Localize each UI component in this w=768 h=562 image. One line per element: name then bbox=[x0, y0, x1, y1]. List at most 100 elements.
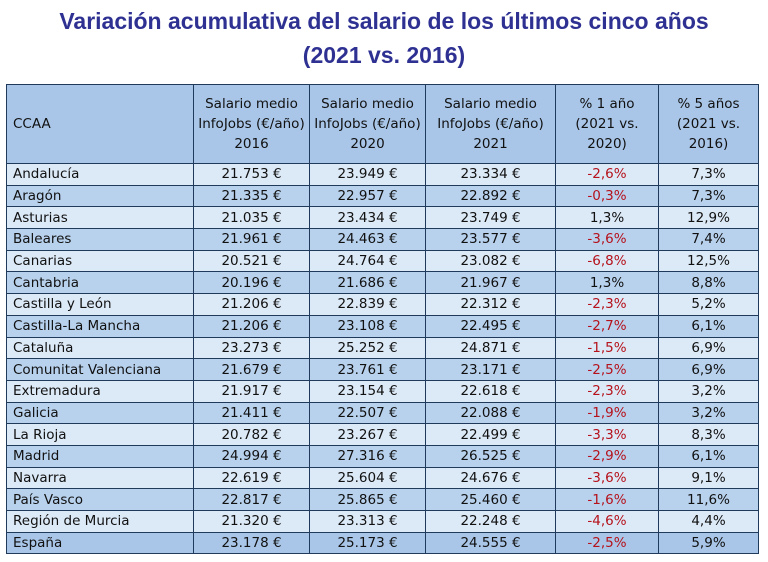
cell-salary-2020: 21.686 € bbox=[309, 271, 426, 295]
header-pct-1-year: % 1 año (2021 vs. 2020) bbox=[555, 84, 659, 164]
cell-salary-2020: 23.434 € bbox=[309, 206, 426, 230]
table-row: Canarias 20.521 €24.764 €23.082 € -6,8% 12,… bbox=[6, 249, 759, 273]
cell-salary-2020: 27.316 € bbox=[309, 444, 426, 468]
cell-salary-2021: 23.171 € bbox=[425, 358, 556, 381]
table-row: Madrid 24.994 €27.316 €26.525 € -2,9% 6,1% bbox=[6, 444, 759, 468]
cell-salary-2016: 22.817 € bbox=[193, 488, 310, 511]
cell-pct-5-years: 3,2% bbox=[658, 379, 759, 403]
table-row: Extremadura 21.917 €23.154 €22.618 € -2,3%… bbox=[6, 379, 759, 403]
cell-pct-1-year: -2,7% bbox=[555, 314, 659, 338]
table-row: La Rioja 20.782 €23.267 €22.499 € -3,3% 8,3… bbox=[6, 423, 759, 446]
cell-salary-2020: 25.865 € bbox=[309, 488, 426, 511]
cell-pct-5-years: 5,2% bbox=[658, 293, 759, 316]
cell-ccaa: País Vasco bbox=[6, 488, 194, 511]
cell-ccaa: España bbox=[6, 531, 194, 555]
page-title: Variación acumulativa del salario de los… bbox=[0, 4, 768, 72]
cell-pct-1-year: -2,5% bbox=[555, 531, 659, 555]
cell-salary-2020: 25.173 € bbox=[309, 531, 426, 555]
salary-table: CCAA Salario medio InfoJobs (€/año) 2016… bbox=[6, 84, 759, 555]
cell-pct-1-year: -2,6% bbox=[555, 163, 659, 186]
cell-salary-2016: 21.753 € bbox=[193, 163, 310, 186]
header-pct-5-years: % 5 años (2021 vs. 2016) bbox=[658, 84, 759, 164]
cell-salary-2016: 24.994 € bbox=[193, 444, 310, 468]
cell-salary-2021: 23.082 € bbox=[425, 249, 556, 273]
cell-pct-1-year: -2,5% bbox=[555, 358, 659, 381]
cell-pct-5-years: 7,3% bbox=[658, 184, 759, 208]
cell-ccaa: Canarias bbox=[6, 249, 194, 273]
cell-salary-2016: 21.035 € bbox=[193, 206, 310, 230]
header-salary-2020: Salario medio InfoJobs (€/año) 2020 bbox=[309, 84, 426, 164]
table-row: Navarra 22.619 €25.604 €24.676 € -3,6% 9,1% bbox=[6, 466, 759, 490]
cell-ccaa: Aragón bbox=[6, 184, 194, 208]
cell-salary-2020: 23.267 € bbox=[309, 423, 426, 446]
cell-pct-5-years: 6,9% bbox=[658, 336, 759, 360]
cell-salary-2020: 23.949 € bbox=[309, 163, 426, 186]
cell-pct-5-years: 8,3% bbox=[658, 423, 759, 446]
cell-pct-1-year: 1,3% bbox=[555, 271, 659, 295]
cell-pct-5-years: 6,1% bbox=[658, 314, 759, 338]
cell-salary-2020: 22.839 € bbox=[309, 293, 426, 316]
cell-salary-2021: 24.676 € bbox=[425, 466, 556, 490]
cell-ccaa: La Rioja bbox=[6, 423, 194, 446]
table-row: Cataluña 23.273 €25.252 €24.871 € -1,5% 6,9… bbox=[6, 336, 759, 360]
cell-pct-1-year: -2,3% bbox=[555, 293, 659, 316]
cell-salary-2021: 22.495 € bbox=[425, 314, 556, 338]
table-body: Andalucía 21.753 €23.949 €23.334 € -2,6% 7,… bbox=[6, 163, 759, 555]
cell-pct-5-years: 12,9% bbox=[658, 206, 759, 230]
cell-pct-5-years: 12,5% bbox=[658, 249, 759, 273]
cell-pct-5-years: 6,9% bbox=[658, 358, 759, 381]
table-row: Aragón 21.335 €22.957 €22.892 € -0,3% 7,3% bbox=[6, 184, 759, 208]
table-row: Asturias 21.035 €23.434 €23.749 €1,3% 12,9… bbox=[6, 206, 759, 230]
table-row: País Vasco 22.817 €25.865 €25.460 € -1,6% 1… bbox=[6, 488, 759, 511]
table-row-total: España 23.178 €25.173 €24.555 € -2,5% 5,9% bbox=[6, 531, 759, 555]
cell-ccaa: Cantabria bbox=[6, 271, 194, 295]
cell-salary-2021: 23.334 € bbox=[425, 163, 556, 186]
cell-salary-2016: 20.782 € bbox=[193, 423, 310, 446]
cell-salary-2016: 21.206 € bbox=[193, 293, 310, 316]
table-row: Galicia 21.411 €22.507 €22.088 € -1,9% 3,2% bbox=[6, 401, 759, 425]
cell-salary-2021: 24.555 € bbox=[425, 531, 556, 555]
title-line-2: (2021 vs. 2016) bbox=[302, 42, 466, 68]
cell-salary-2016: 20.521 € bbox=[193, 249, 310, 273]
header-salary-2021: Salario medio InfoJobs (€/año) 2021 bbox=[425, 84, 556, 164]
cell-pct-1-year: -3,3% bbox=[555, 423, 659, 446]
cell-salary-2016: 23.273 € bbox=[193, 336, 310, 360]
table-row: Castilla y León 21.206 €22.839 €22.312 € -… bbox=[6, 293, 759, 316]
cell-salary-2021: 23.749 € bbox=[425, 206, 556, 230]
cell-pct-5-years: 7,4% bbox=[658, 228, 759, 251]
cell-salary-2021: 25.460 € bbox=[425, 488, 556, 511]
cell-pct-1-year: -4,6% bbox=[555, 510, 659, 533]
cell-pct-1-year: -6,8% bbox=[555, 249, 659, 273]
cell-pct-1-year: -2,9% bbox=[555, 444, 659, 468]
cell-salary-2020: 24.764 € bbox=[309, 249, 426, 273]
cell-pct-5-years: 3,2% bbox=[658, 401, 759, 425]
cell-salary-2021: 22.248 € bbox=[425, 510, 556, 533]
cell-salary-2020: 24.463 € bbox=[309, 228, 426, 251]
cell-salary-2016: 21.917 € bbox=[193, 379, 310, 403]
cell-pct-1-year: 1,3% bbox=[555, 206, 659, 230]
cell-salary-2021: 22.618 € bbox=[425, 379, 556, 403]
header-ccaa: CCAA bbox=[6, 84, 194, 164]
cell-pct-1-year: -1,6% bbox=[555, 488, 659, 511]
cell-salary-2016: 21.411 € bbox=[193, 401, 310, 425]
cell-salary-2020: 25.604 € bbox=[309, 466, 426, 490]
cell-salary-2021: 23.577 € bbox=[425, 228, 556, 251]
table-row: Castilla-La Mancha 21.206 €23.108 €22.495… bbox=[6, 314, 759, 338]
cell-pct-1-year: -3,6% bbox=[555, 466, 659, 490]
cell-salary-2021: 21.967 € bbox=[425, 271, 556, 295]
cell-pct-5-years: 6,1% bbox=[658, 444, 759, 468]
cell-salary-2020: 23.154 € bbox=[309, 379, 426, 403]
cell-salary-2016: 21.679 € bbox=[193, 358, 310, 381]
cell-salary-2021: 26.525 € bbox=[425, 444, 556, 468]
cell-ccaa: Castilla y León bbox=[6, 293, 194, 316]
cell-ccaa: Galicia bbox=[6, 401, 194, 425]
cell-ccaa: Extremadura bbox=[6, 379, 194, 403]
cell-ccaa: Baleares bbox=[6, 228, 194, 251]
cell-pct-5-years: 11,6% bbox=[658, 488, 759, 511]
cell-pct-5-years: 7,3% bbox=[658, 163, 759, 186]
cell-salary-2021: 22.312 € bbox=[425, 293, 556, 316]
cell-pct-1-year: -3,6% bbox=[555, 228, 659, 251]
cell-pct-1-year: -1,9% bbox=[555, 401, 659, 425]
header-row: CCAA Salario medio InfoJobs (€/año) 2016… bbox=[6, 84, 759, 164]
cell-salary-2020: 22.507 € bbox=[309, 401, 426, 425]
